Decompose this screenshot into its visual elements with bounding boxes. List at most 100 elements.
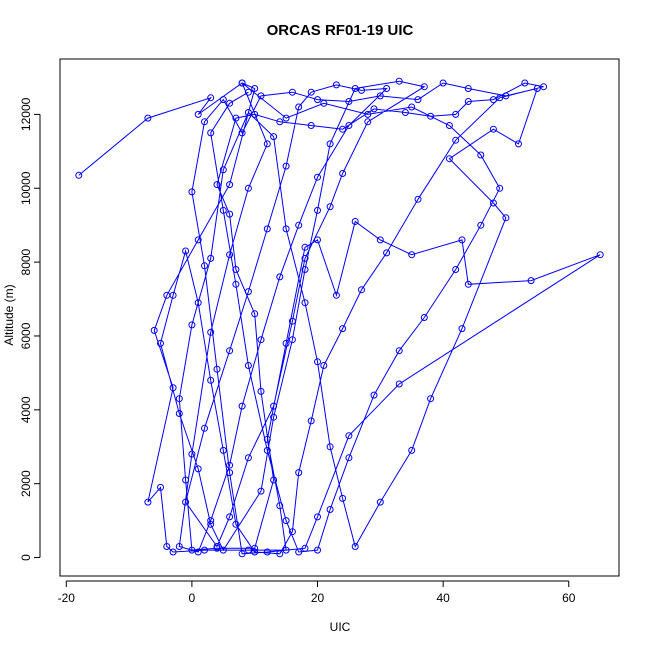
data-point (358, 286, 365, 294)
data-point (270, 133, 278, 141)
data-point (251, 548, 259, 556)
data-point (251, 110, 259, 118)
data-point (376, 236, 384, 244)
data-point (395, 380, 403, 388)
data-point (213, 181, 221, 189)
data-point (226, 181, 234, 189)
data-point (452, 136, 460, 144)
data-point (295, 221, 303, 229)
data-point (351, 543, 359, 550)
data-point (445, 155, 453, 163)
data-point (201, 262, 208, 270)
y-tick-label: 12000 (19, 97, 33, 131)
data-point (226, 347, 234, 355)
data-point (383, 85, 391, 92)
data-point (194, 110, 202, 118)
data-point (395, 77, 403, 85)
data-point (244, 88, 252, 96)
data-point (263, 548, 271, 556)
data-point (314, 173, 321, 181)
data-point (226, 99, 234, 107)
data-point (207, 328, 215, 336)
data-point (263, 225, 271, 233)
data-point (314, 236, 321, 244)
data-point (307, 417, 315, 425)
data-point (157, 339, 164, 347)
data-point (351, 218, 359, 225)
data-point (288, 317, 296, 325)
data-point (408, 103, 416, 111)
data-point (326, 443, 334, 451)
data-point (270, 476, 278, 484)
data-point (244, 454, 252, 462)
y-tick-label: 4000 (19, 396, 33, 423)
data-point (314, 96, 321, 104)
data-point (175, 395, 183, 403)
data-point (358, 86, 365, 94)
data-point (282, 225, 290, 233)
data-point (244, 184, 252, 192)
data-point (414, 96, 422, 104)
data-point (232, 114, 240, 122)
data-point (282, 114, 290, 122)
data-point (339, 125, 347, 133)
x-tick-label: 60 (562, 591, 576, 605)
data-point (395, 347, 403, 355)
data-point (238, 79, 246, 87)
data-point (301, 254, 309, 262)
y-axis-label: Altitude (m) (2, 284, 16, 345)
data-point (207, 129, 215, 137)
data-point (332, 81, 340, 89)
data-point (251, 544, 259, 552)
y-tick-label: 8000 (19, 248, 33, 275)
data-point (314, 546, 321, 554)
data-point (282, 517, 290, 525)
data-point (288, 528, 296, 536)
data-point (314, 206, 321, 214)
data-point (144, 498, 152, 506)
data-point (169, 548, 177, 556)
data-point (270, 402, 278, 410)
data-point (244, 546, 252, 554)
data-point (364, 118, 372, 126)
plot-frame (59, 58, 620, 577)
data-point (464, 98, 472, 105)
data-point (401, 109, 409, 116)
data-point (515, 140, 522, 148)
data-point (238, 550, 246, 558)
y-axis: 0 2000 4000 6000 8000 10000 12000 (19, 97, 41, 561)
data-point (75, 171, 83, 179)
data-point (351, 85, 359, 92)
data-point (219, 96, 227, 104)
data-point (458, 325, 466, 333)
data-point (226, 251, 234, 259)
data-point (226, 513, 234, 521)
data-point (326, 140, 334, 148)
data-point (307, 88, 315, 96)
data-point (188, 546, 196, 554)
data-point (464, 85, 472, 92)
data-point (540, 83, 548, 91)
data-point (201, 424, 208, 432)
data-point (301, 299, 309, 307)
data-point (188, 188, 196, 196)
data-point (477, 151, 485, 159)
data-point (257, 336, 265, 344)
data-point (502, 92, 510, 100)
data-point (596, 251, 604, 259)
data-point (150, 326, 158, 334)
y-tick-label: 2000 (19, 470, 33, 497)
data-point (244, 362, 252, 369)
data-point (213, 365, 221, 373)
y-tick-label: 6000 (19, 322, 33, 349)
data-point (182, 476, 190, 484)
data-point (489, 96, 497, 104)
data-point (213, 543, 221, 550)
data-point (207, 94, 215, 102)
data-point (175, 543, 183, 550)
data-point (295, 103, 303, 111)
data-point (201, 118, 208, 126)
data-point (207, 376, 215, 384)
data-point (464, 280, 472, 288)
